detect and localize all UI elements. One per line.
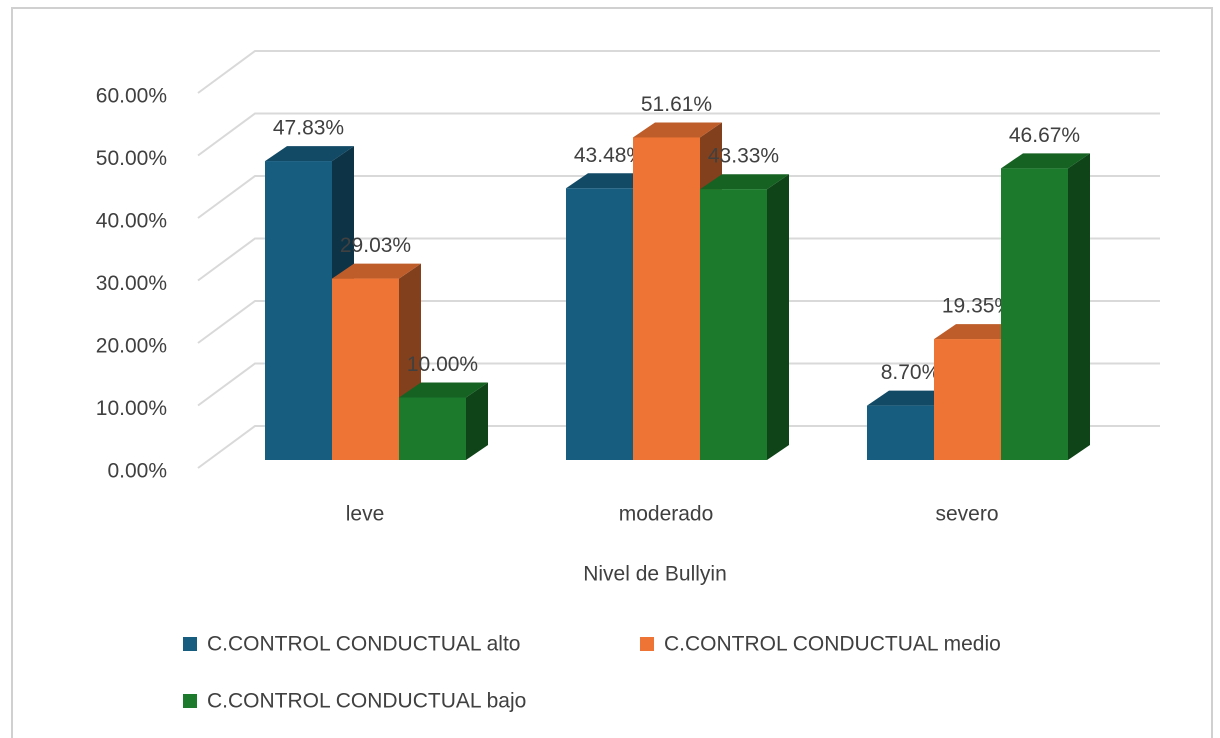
legend-swatch: [640, 637, 654, 651]
bar-top: [700, 174, 789, 190]
legend-label: C.CONTROL CONDUCTUAL medio: [664, 633, 1001, 656]
x-tick-label: severo: [935, 503, 998, 526]
x-axis-title: Nivel de Bullyin: [583, 563, 727, 586]
data-label: 43.33%: [708, 145, 779, 168]
legend-label: C.CONTROL CONDUCTUAL alto: [207, 633, 520, 656]
bar-top: [867, 390, 956, 406]
grid-line: [197, 50, 1160, 94]
bar-top: [633, 122, 722, 138]
y-tick-label: 40.00%: [96, 210, 167, 233]
data-label: 8.70%: [881, 361, 941, 384]
y-tick-label: 30.00%: [96, 272, 167, 295]
data-label: 46.67%: [1009, 124, 1080, 147]
bar-top: [934, 324, 1023, 340]
bar: [265, 161, 332, 460]
data-label: 51.61%: [641, 93, 712, 116]
y-tick-label: 60.00%: [96, 85, 167, 108]
data-label: 47.83%: [273, 117, 344, 140]
grid-line: [197, 300, 1160, 344]
y-tick-label: 10.00%: [96, 397, 167, 420]
grid-line: [197, 112, 1160, 157]
bar: [633, 137, 700, 460]
x-tick-label: moderado: [619, 503, 714, 526]
data-label: 19.35%: [942, 295, 1013, 318]
legend-label: C.CONTROL CONDUCTUAL bajo: [207, 690, 526, 713]
bar-top: [566, 173, 655, 189]
chart-frame: [11, 7, 1213, 738]
bar: [399, 397, 466, 460]
y-tick-label: 20.00%: [96, 335, 167, 358]
bar: [934, 339, 1001, 460]
bar-side: [1068, 153, 1090, 460]
bar: [867, 405, 934, 460]
bar-side: [767, 174, 789, 460]
bar: [566, 188, 633, 460]
bar-top: [332, 263, 421, 279]
bar-side: [466, 382, 488, 460]
bar: [1001, 168, 1068, 460]
data-label: 43.48%: [574, 144, 645, 167]
grid-line: [197, 175, 1160, 219]
y-tick-label: 50.00%: [96, 147, 167, 170]
legend-swatch: [183, 694, 197, 708]
legend-swatch: [183, 637, 197, 651]
bar-top: [265, 146, 354, 162]
bar: [700, 189, 767, 460]
bar-top: [1001, 153, 1090, 169]
bar-top: [399, 382, 488, 398]
bar: [332, 278, 399, 460]
y-tick-label: 0.00%: [107, 460, 167, 483]
x-tick-label: leve: [346, 503, 385, 526]
data-label: 29.03%: [340, 234, 411, 257]
grid-line: [197, 362, 1160, 407]
grid-line: [197, 237, 1160, 282]
grid-line: [197, 425, 1160, 469]
data-label: 10.00%: [407, 353, 478, 376]
